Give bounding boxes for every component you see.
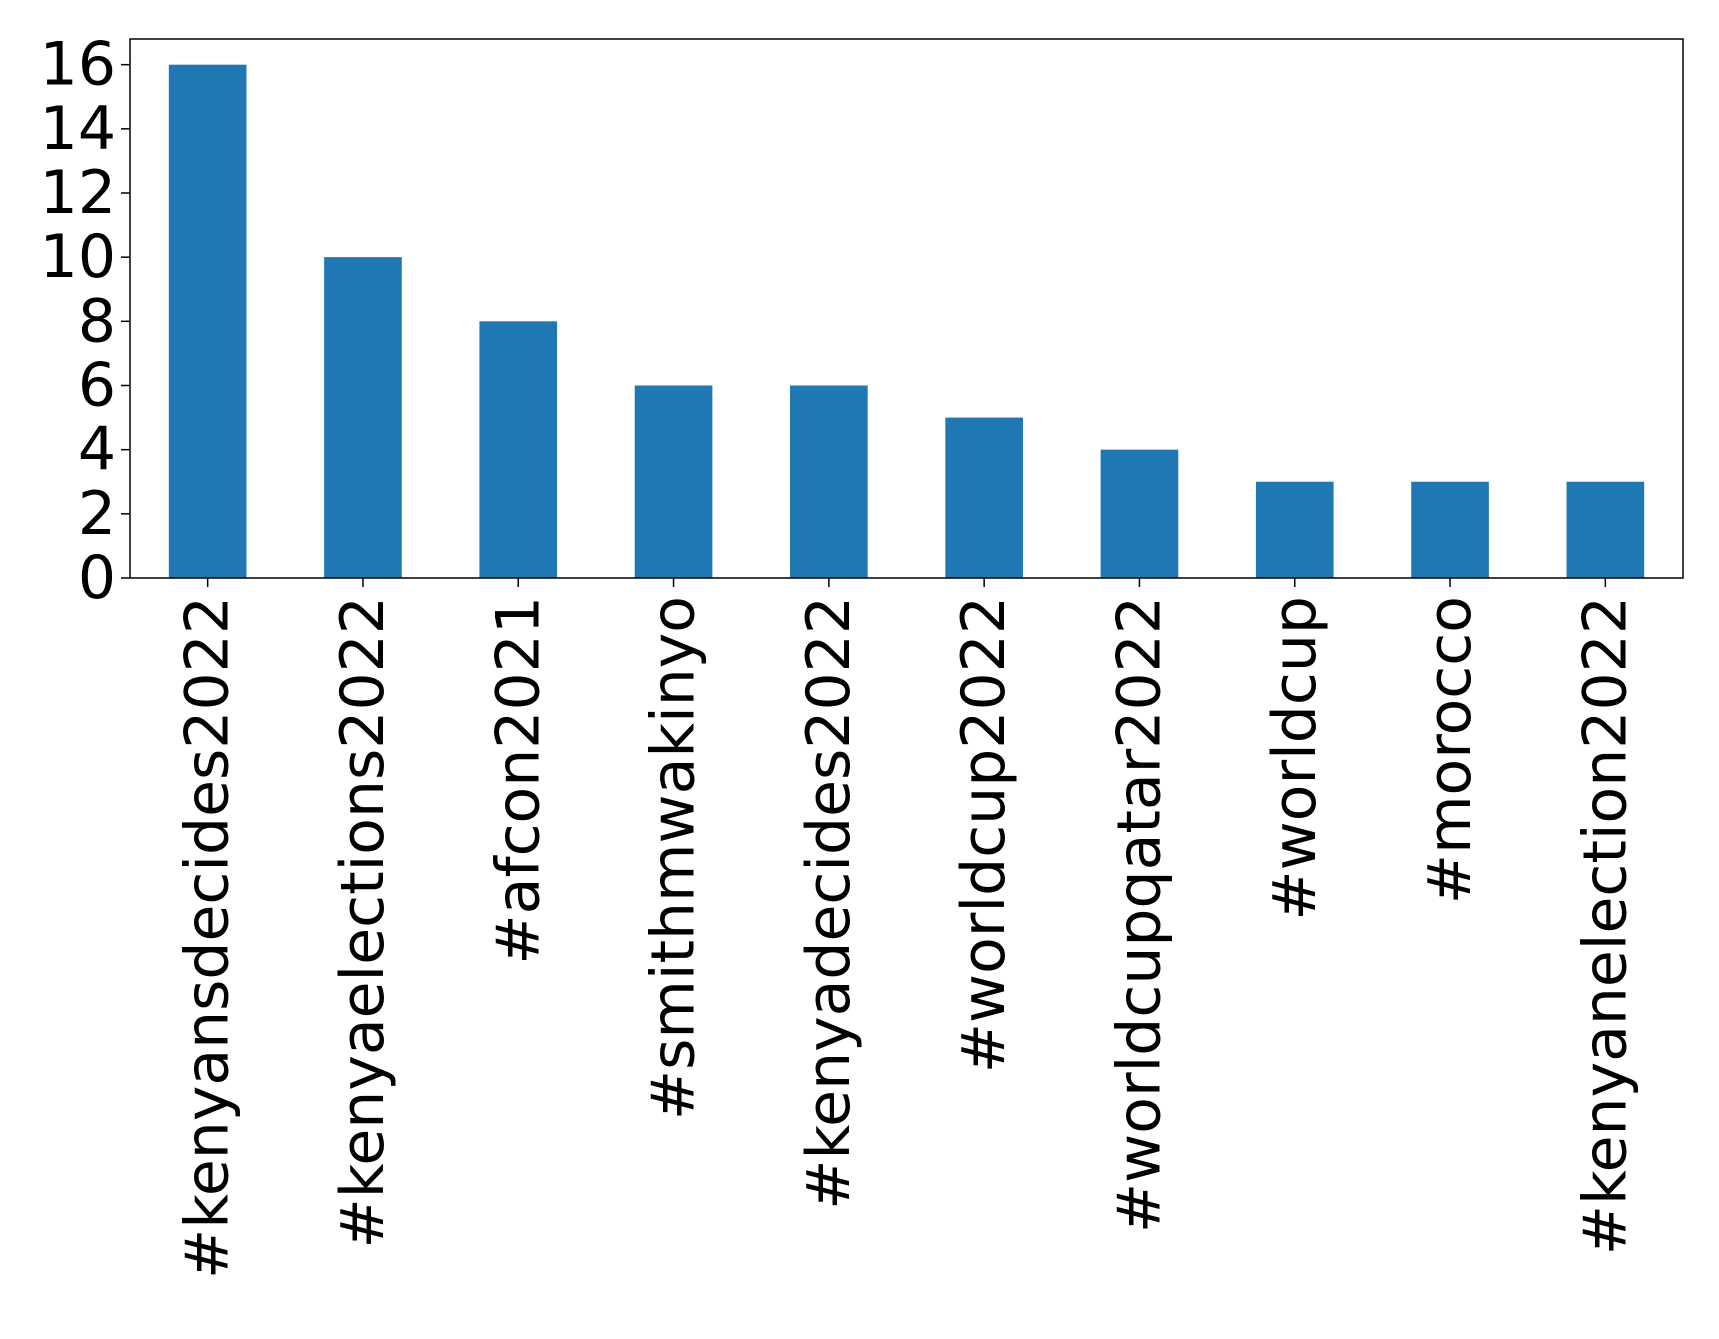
x-tick-label: #morocco — [1415, 596, 1485, 904]
y-tick-label: 6 — [78, 351, 116, 421]
x-tick-label: #worldcup — [1260, 596, 1330, 921]
y-tick-label: 8 — [78, 286, 116, 356]
bar-kenyansdecides2022 — [168, 64, 247, 578]
y-tick-label: 10 — [40, 222, 116, 292]
x-tick-label: #smithmwakinyo — [639, 596, 709, 1120]
bar-kenyadecides2022 — [790, 385, 868, 578]
x-tick-label: #kenyanelection2022 — [1570, 596, 1640, 1255]
bar-kenyaelections2022 — [324, 257, 402, 578]
bar-morocco — [1411, 481, 1489, 578]
y-tick-label: 0 — [78, 543, 116, 613]
bar-worldcup2022 — [945, 417, 1023, 578]
bars-layer — [168, 64, 1645, 578]
bar-worldcupqatar2022 — [1100, 449, 1179, 578]
plot-frame — [129, 38, 1684, 579]
y-tick-label: 4 — [78, 415, 116, 485]
bar-afcon2021 — [479, 321, 558, 578]
x-tick-label: #worldcup2022 — [949, 596, 1019, 1073]
bar-worldcup — [1255, 481, 1334, 578]
x-tick-label: #kenyaelections2022 — [328, 596, 398, 1248]
y-tick-label: 16 — [40, 30, 116, 100]
x-tick-label: #kenyadecides2022 — [794, 596, 864, 1210]
y-tick-label: 2 — [78, 479, 116, 549]
bar-smithmwakinyo — [634, 385, 713, 578]
x-tick-label: #kenyansdecides2022 — [173, 596, 243, 1279]
x-tick-label: #afcon2021 — [483, 596, 553, 965]
y-tick-label: 14 — [40, 94, 116, 164]
bar-kenyanelection2022 — [1566, 481, 1645, 578]
y-tick-label: 12 — [40, 158, 116, 228]
x-tick-label: #worldcupqatar2022 — [1104, 596, 1174, 1233]
x-axis: #kenyansdecides2022 #kenyaelections2022 #a… — [173, 578, 1640, 1279]
